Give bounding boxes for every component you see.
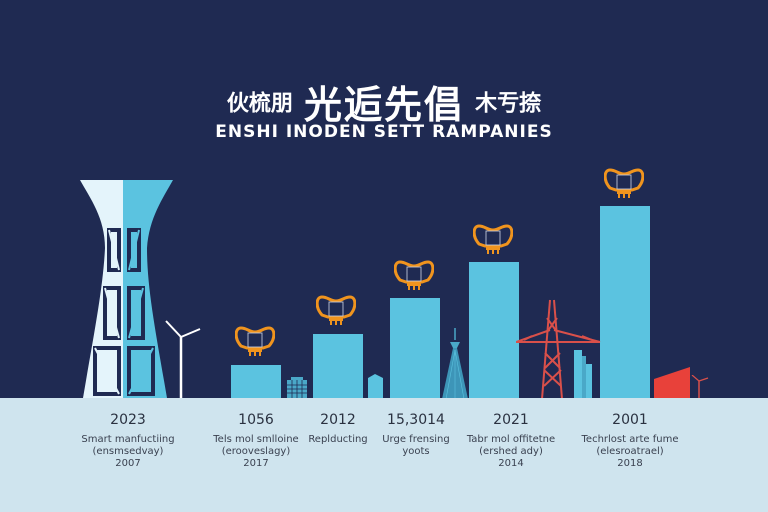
label-line: Urge frensing xyxy=(382,434,450,445)
label-line: Replducting xyxy=(308,434,368,445)
title-main: 光逅先倡 xyxy=(303,83,464,127)
label-group-4: 15,3014 Urge frensing yoots xyxy=(356,412,476,458)
factory-icon xyxy=(654,367,690,399)
bar-3 xyxy=(390,298,440,398)
title-left: 伙梳朋 xyxy=(226,91,293,117)
label-line: (erooveslagy) xyxy=(221,446,291,457)
label-line: Smart manfuctiing xyxy=(81,434,175,445)
small-building-icon xyxy=(368,374,383,399)
label-line: Tels mol smlloine xyxy=(213,434,299,445)
page-subtitle: ENSHI INODEN SETT RAMPANIES xyxy=(215,122,553,142)
transmission-pylon-icon xyxy=(516,299,601,399)
label-value: 1056 xyxy=(238,412,274,428)
label-value: 2023 xyxy=(110,412,146,428)
trophy-icon xyxy=(604,168,644,198)
label-line: 2017 xyxy=(243,458,269,469)
label-line: 2014 xyxy=(498,458,524,469)
ground-strip xyxy=(0,398,768,512)
tv-tower-icon xyxy=(442,328,468,399)
bar-5 xyxy=(600,206,650,398)
trophy-icon xyxy=(473,224,513,254)
page-title: 伙梳朋 光逅先倡 木亐捺 xyxy=(0,74,768,129)
label-line: 2007 xyxy=(115,458,141,469)
trophy-icon xyxy=(235,326,275,356)
bar-2 xyxy=(313,334,363,398)
trophy-icon xyxy=(394,260,434,290)
label-line: Techrlost arte fume xyxy=(581,434,679,445)
label-line: (ensmsedvay) xyxy=(92,446,164,457)
bar-4 xyxy=(469,262,519,398)
wind-turbine-icon xyxy=(165,320,201,400)
building-icon xyxy=(287,377,307,399)
label-group-5: 2021 Tabr mol offitetne (ershed ady) 201… xyxy=(451,412,571,470)
tall-buildings-icon xyxy=(574,350,592,399)
title-right: 木亐捺 xyxy=(475,91,542,117)
label-group-1: 2023 Smart manfuctiing (ensmsedvay) 2007 xyxy=(68,412,188,470)
label-value: 2012 xyxy=(320,412,356,428)
label-line: 2018 xyxy=(617,458,643,469)
label-value: 15,3014 xyxy=(387,412,445,428)
label-value: 2021 xyxy=(493,412,529,428)
tower-icon xyxy=(80,180,173,398)
trophy-icon xyxy=(316,295,356,325)
label-line: (ershed ady) xyxy=(479,446,543,457)
label-group-2: 1056 Tels mol smlloine (erooveslagy) 201… xyxy=(196,412,316,470)
label-group-6: 2001 Techrlost arte fume (elesroatrael) … xyxy=(570,412,690,470)
bar-1 xyxy=(231,365,281,398)
chart-scene xyxy=(80,168,709,400)
label-group-3: 2012 Replducting xyxy=(278,412,398,446)
small-wind-turbine-icon xyxy=(691,375,709,399)
label-value: 2001 xyxy=(612,412,648,428)
label-line: yoots xyxy=(402,446,430,457)
label-line: (elesroatrael) xyxy=(596,446,664,457)
label-line: Tabr mol offitetne xyxy=(466,434,556,445)
